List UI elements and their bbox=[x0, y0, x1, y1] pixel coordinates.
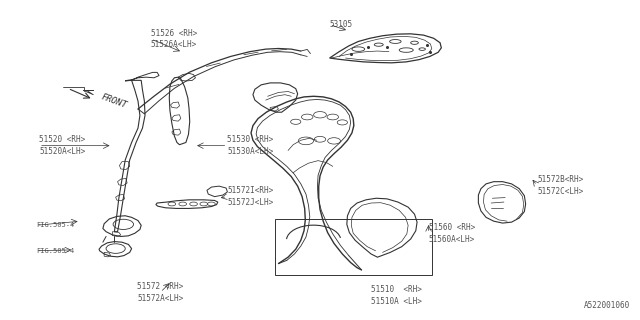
Text: 51526 <RH>
51526A<LH>: 51526 <RH> 51526A<LH> bbox=[151, 28, 197, 49]
Bar bbox=[275, 219, 432, 275]
Text: FIG.505-4: FIG.505-4 bbox=[36, 248, 74, 254]
Text: 51530 <RH>
51530A<LH>: 51530 <RH> 51530A<LH> bbox=[227, 135, 274, 156]
Text: 51572B<RH>
51572C<LH>: 51572B<RH> 51572C<LH> bbox=[537, 175, 584, 196]
Text: 51572I<RH>
51572J<LH>: 51572I<RH> 51572J<LH> bbox=[227, 186, 274, 207]
Text: 51510  <RH>
51510A <LH>: 51510 <RH> 51510A <LH> bbox=[371, 285, 422, 306]
Text: 51560 <RH>
51560A<LH>: 51560 <RH> 51560A<LH> bbox=[429, 223, 475, 244]
Text: 51572 <RH>
51572A<LH>: 51572 <RH> 51572A<LH> bbox=[137, 282, 184, 303]
Text: FIG.505-4: FIG.505-4 bbox=[36, 222, 74, 228]
Text: FRONT: FRONT bbox=[100, 92, 128, 110]
Text: A522001060: A522001060 bbox=[584, 301, 630, 310]
Text: 51520 <RH>
51520A<LH>: 51520 <RH> 51520A<LH> bbox=[39, 135, 85, 156]
Text: 53105: 53105 bbox=[330, 20, 353, 29]
